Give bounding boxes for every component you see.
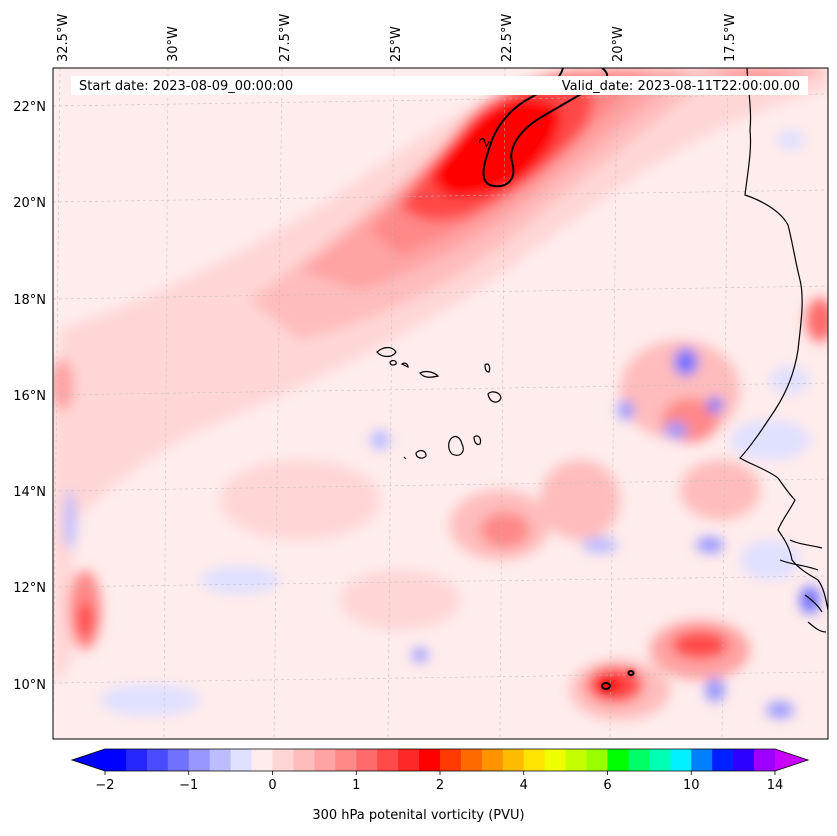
lon-label: 17.5°W xyxy=(723,14,738,62)
colorbar-tick-label: 1 xyxy=(352,778,360,793)
colorbar-cell xyxy=(335,749,357,771)
colorbar-tick-label: 2 xyxy=(436,778,444,793)
colorbar-cell xyxy=(440,749,462,771)
lon-label: 22.5°W xyxy=(500,14,515,62)
colorbar-cell xyxy=(356,749,378,771)
colorbar-cell xyxy=(712,749,734,771)
colorbar-cell xyxy=(523,749,546,771)
colorbar-cell xyxy=(670,749,692,771)
lat-label: 20°N xyxy=(13,196,46,211)
lon-labels: 32.5°W 30°W 27.5°W 25°W 22.5°W 20°W 17.5… xyxy=(56,14,738,62)
colorbar-cell xyxy=(377,749,399,771)
colorbar-tick-label: −1 xyxy=(179,778,198,793)
colorbar-tick-label: 6 xyxy=(603,778,611,793)
lat-label: 10°N xyxy=(13,678,46,693)
lat-label: 18°N xyxy=(13,293,46,308)
lon-label: 32.5°W xyxy=(56,14,71,62)
colorbar-tick-label: 0 xyxy=(268,778,276,793)
colorbar-cell xyxy=(209,749,232,771)
colorbar-cell xyxy=(544,749,567,771)
colorbar-cell xyxy=(628,749,650,771)
colorbar-tick-label: 10 xyxy=(683,778,700,793)
colorbar-cell xyxy=(481,749,504,771)
colorbar-cell xyxy=(649,749,671,771)
lon-label: 20°W xyxy=(611,26,626,62)
colorbar-title: 300 hPa potenital vorticity (PVU) xyxy=(312,808,525,823)
colorbar-cell xyxy=(733,749,755,771)
colorbar-tick-label: 14 xyxy=(767,778,784,793)
colorbar-cell xyxy=(607,749,630,771)
colorbar-cell xyxy=(586,749,609,771)
colorbar-cell xyxy=(691,749,713,771)
valid-date-label: Valid_date: 2023-08-11T22:00:00.00 xyxy=(562,79,800,94)
colorbar-cell xyxy=(419,749,441,771)
coastline xyxy=(376,68,828,633)
colorbar-cell xyxy=(293,749,315,771)
colorbar-cell xyxy=(502,749,525,771)
colorbar-cell xyxy=(565,749,588,771)
colorbar-cell xyxy=(230,749,253,771)
lon-label: 30°W xyxy=(166,26,181,62)
colorbar-cell xyxy=(398,749,420,771)
colorbar-extend-high xyxy=(775,749,808,771)
lat-label: 14°N xyxy=(13,485,46,500)
colorbar-cell xyxy=(460,749,483,771)
colorbar-cell xyxy=(272,749,295,771)
graticule xyxy=(53,68,828,739)
lat-label: 12°N xyxy=(13,581,46,596)
lat-label: 22°N xyxy=(13,100,46,115)
colorbar-tick-label: −2 xyxy=(95,778,114,793)
colorbar-extend-low xyxy=(72,749,105,771)
lat-labels: 22°N 20°N 18°N 16°N 14°N 12°N 10°N xyxy=(13,100,46,693)
colorbar-cell xyxy=(167,749,190,771)
pv-field: 2 xyxy=(53,68,828,739)
info-box: Start date: 2023-08-09_00:00:00 Valid_da… xyxy=(71,76,808,95)
colorbar-tick-label: 4 xyxy=(520,778,528,793)
colorbar-cell xyxy=(314,749,336,771)
colorbar-cell xyxy=(146,749,169,771)
lat-label: 16°N xyxy=(13,389,46,404)
lon-label: 27.5°W xyxy=(278,14,293,62)
colorbar-cell xyxy=(188,749,211,771)
colorbar-cell xyxy=(105,749,127,771)
colorbar-cell xyxy=(125,749,148,771)
map-frame xyxy=(52,67,829,740)
colorbar-cell xyxy=(754,749,776,771)
colorbar-cell xyxy=(251,749,274,771)
lon-label: 25°W xyxy=(389,26,404,62)
start-date-label: Start date: 2023-08-09_00:00:00 xyxy=(79,79,293,94)
colorbar: −2 −1 0 1 2 4 6 10 14 xyxy=(70,748,810,793)
